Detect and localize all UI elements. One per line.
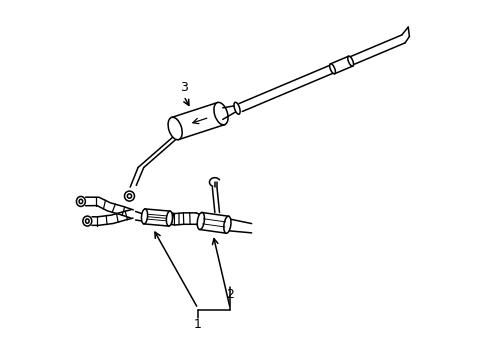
Text: 1: 1 (194, 318, 202, 331)
Polygon shape (199, 212, 228, 233)
Ellipse shape (234, 102, 240, 114)
Polygon shape (171, 103, 224, 140)
Ellipse shape (166, 211, 172, 226)
Ellipse shape (168, 117, 182, 140)
Ellipse shape (127, 194, 131, 198)
Ellipse shape (124, 191, 134, 201)
Polygon shape (330, 56, 352, 74)
Text: 2: 2 (226, 288, 234, 301)
Ellipse shape (214, 102, 227, 125)
Ellipse shape (141, 209, 147, 224)
Polygon shape (143, 209, 170, 226)
Ellipse shape (85, 219, 89, 223)
Text: 3: 3 (180, 81, 187, 94)
Ellipse shape (224, 216, 230, 233)
Ellipse shape (347, 56, 353, 66)
Ellipse shape (76, 197, 85, 206)
Ellipse shape (197, 212, 204, 230)
Ellipse shape (79, 199, 82, 203)
Ellipse shape (82, 216, 92, 226)
Ellipse shape (329, 64, 335, 74)
